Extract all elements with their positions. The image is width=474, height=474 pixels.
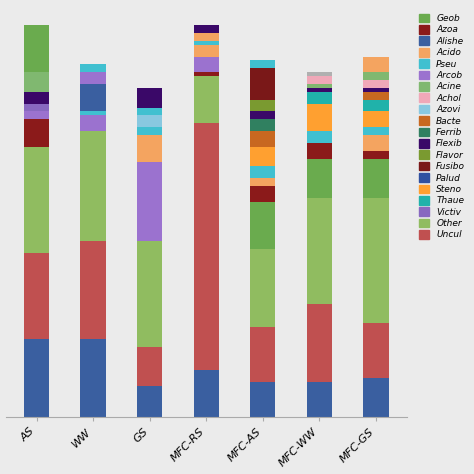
Bar (307, 104, 332, 131)
Bar (81, 111, 106, 115)
Bar (81, 115, 106, 131)
Bar (307, 143, 332, 158)
Bar (193, 123, 219, 370)
Bar (250, 147, 275, 166)
Bar (363, 151, 389, 158)
Bar (250, 186, 275, 201)
Bar (137, 115, 163, 127)
Bar (137, 127, 163, 135)
Bar (193, 56, 219, 72)
Legend: Geob, Azoa, Alishe, Acido, Pseu, Arcob, Acine, Achol, Azovi, Bacte, Ferrib, Flex: Geob, Azoa, Alishe, Acido, Pseu, Arcob, … (415, 10, 469, 243)
Bar (363, 80, 389, 88)
Bar (363, 135, 389, 151)
Bar (250, 61, 275, 68)
Bar (24, 253, 49, 339)
Bar (24, 119, 49, 147)
Bar (137, 241, 163, 347)
Bar (193, 72, 219, 76)
Bar (193, 45, 219, 56)
Bar (363, 323, 389, 378)
Bar (24, 104, 49, 111)
Bar (307, 88, 332, 92)
Bar (363, 92, 389, 100)
Bar (363, 88, 389, 92)
Bar (250, 166, 275, 178)
Bar (193, 41, 219, 45)
Bar (193, 370, 219, 417)
Bar (250, 111, 275, 119)
Bar (24, 92, 49, 104)
Bar (307, 304, 332, 382)
Bar (250, 178, 275, 186)
Bar (363, 378, 389, 417)
Bar (81, 64, 106, 72)
Bar (307, 158, 332, 198)
Bar (81, 131, 106, 241)
Bar (24, 111, 49, 119)
Bar (193, 76, 219, 123)
Bar (363, 158, 389, 198)
Bar (363, 56, 389, 72)
Bar (137, 135, 163, 163)
Bar (24, 25, 49, 72)
Bar (250, 119, 275, 131)
Bar (81, 339, 106, 417)
Bar (363, 198, 389, 323)
Bar (363, 100, 389, 111)
Bar (81, 84, 106, 111)
Bar (250, 201, 275, 249)
Bar (307, 131, 332, 143)
Bar (363, 72, 389, 80)
Bar (81, 241, 106, 339)
Bar (193, 33, 219, 41)
Bar (24, 147, 49, 253)
Bar (250, 249, 275, 327)
Bar (137, 88, 163, 108)
Bar (250, 100, 275, 111)
Bar (307, 92, 332, 104)
Bar (307, 72, 332, 76)
Bar (81, 72, 106, 84)
Bar (137, 386, 163, 417)
Bar (137, 163, 163, 241)
Bar (137, 347, 163, 386)
Bar (193, 25, 219, 33)
Bar (250, 131, 275, 147)
Bar (250, 327, 275, 382)
Bar (363, 111, 389, 127)
Bar (250, 382, 275, 417)
Bar (24, 339, 49, 417)
Bar (307, 76, 332, 84)
Bar (24, 72, 49, 92)
Bar (137, 108, 163, 115)
Bar (307, 84, 332, 88)
Bar (307, 198, 332, 304)
Bar (363, 127, 389, 135)
Bar (250, 68, 275, 100)
Bar (307, 382, 332, 417)
